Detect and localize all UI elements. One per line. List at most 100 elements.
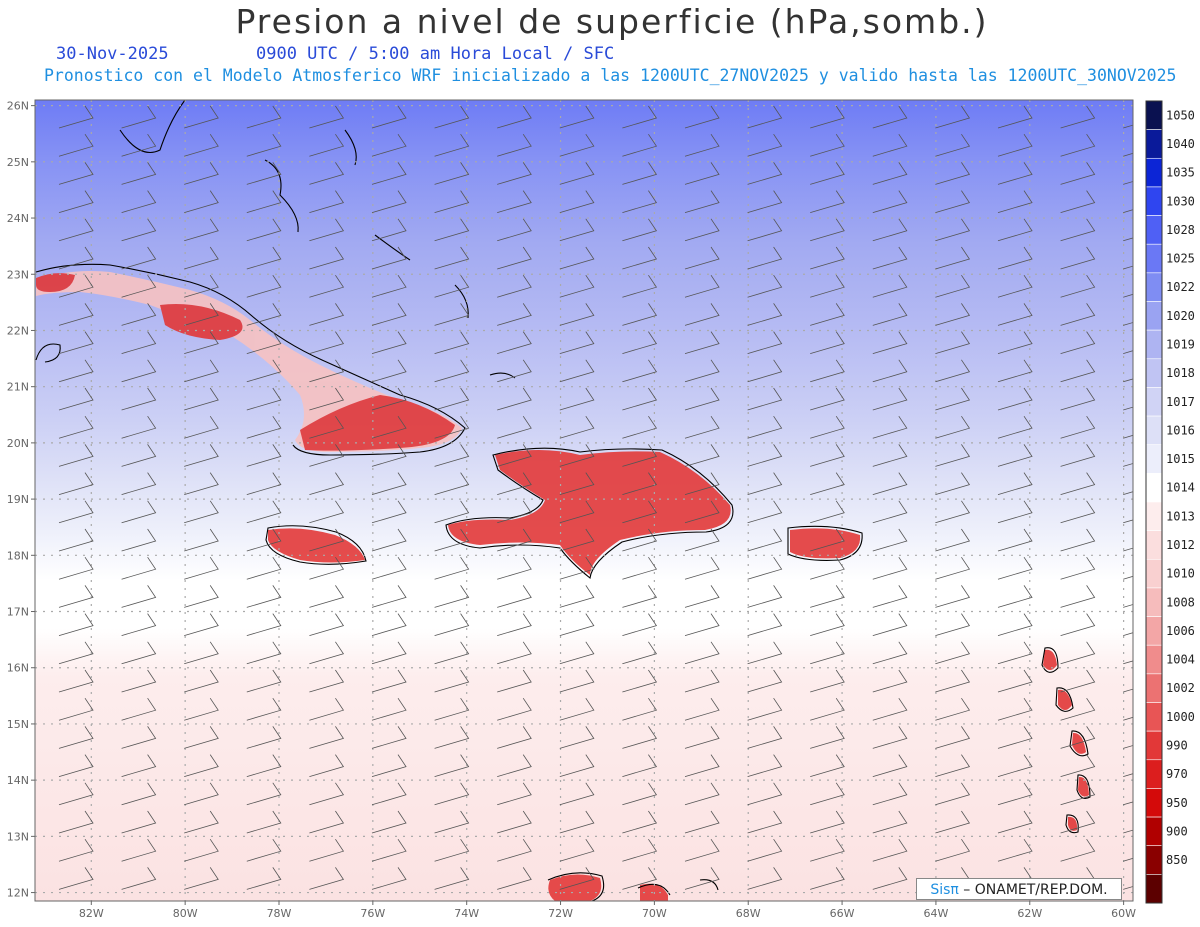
wind-barb bbox=[246, 387, 282, 411]
wind-barb bbox=[935, 556, 971, 580]
lat-tick-label: 16N bbox=[7, 662, 29, 675]
wind-barb bbox=[184, 613, 219, 636]
wind-barb bbox=[872, 472, 908, 495]
wind-barb bbox=[121, 331, 157, 354]
wind-barb bbox=[872, 331, 908, 354]
wind-barb bbox=[184, 867, 219, 890]
wind-barb bbox=[747, 556, 783, 580]
wind-barb bbox=[434, 810, 470, 834]
wind-barb bbox=[872, 754, 908, 777]
wind-barb bbox=[434, 331, 470, 354]
wind-barb bbox=[434, 754, 470, 777]
lon-tick-label: 70W bbox=[642, 907, 667, 920]
wind-barb bbox=[246, 303, 282, 326]
wind-barb bbox=[246, 246, 282, 270]
wind-barb bbox=[246, 641, 282, 665]
wind-barb bbox=[434, 162, 470, 185]
wind-barb bbox=[810, 613, 845, 636]
wind-barb bbox=[371, 585, 407, 608]
wind-barb bbox=[935, 105, 971, 129]
lat-tick-label: 12N bbox=[7, 887, 29, 900]
wind-barb bbox=[371, 528, 407, 552]
wind-barb bbox=[246, 867, 282, 890]
wind-barb bbox=[434, 387, 470, 411]
wind-barb bbox=[434, 472, 470, 495]
wind-barb bbox=[434, 303, 470, 326]
wind-barb bbox=[872, 810, 908, 834]
wind-barb bbox=[246, 697, 282, 721]
wind-barb bbox=[371, 867, 407, 890]
wind-barb bbox=[559, 669, 595, 693]
wind-barb bbox=[371, 387, 407, 411]
wind-barb bbox=[184, 585, 219, 608]
wind-barb bbox=[371, 500, 407, 524]
wind-barb bbox=[309, 162, 345, 185]
wind-barb bbox=[997, 500, 1033, 524]
wind-barb bbox=[684, 359, 720, 383]
wind-barb bbox=[497, 810, 532, 834]
wind-barb bbox=[997, 331, 1033, 354]
wind-barb bbox=[622, 528, 658, 552]
wind-barb bbox=[309, 359, 345, 383]
wind-barb bbox=[1060, 387, 1096, 411]
wind-barb bbox=[747, 444, 783, 467]
colorbar-label: 1006 bbox=[1166, 624, 1195, 638]
wind-barb bbox=[121, 782, 157, 806]
wind-barb bbox=[997, 274, 1033, 298]
wind-barb bbox=[371, 556, 407, 580]
wind-barb bbox=[497, 415, 532, 439]
wind-barb bbox=[872, 669, 908, 693]
wind-barb bbox=[184, 246, 219, 270]
lat-labels: 26N 25N 24N 23N 22N 21N 20N 19N 18N 17N 16N 15N 14N 1… bbox=[7, 100, 35, 900]
wind-barb bbox=[58, 133, 94, 157]
wind-barb bbox=[497, 838, 532, 862]
wind-barb bbox=[246, 472, 282, 495]
wind-barb bbox=[434, 528, 470, 552]
wind-barb bbox=[58, 162, 94, 185]
wind-barb bbox=[747, 726, 783, 749]
colorbar-label: 950 bbox=[1166, 796, 1188, 810]
wind-barb bbox=[371, 359, 407, 383]
wind-barb bbox=[121, 556, 157, 580]
colorbar: 1050 1040 1035 1030 1028 1025 1022 1020 1019 1018… bbox=[1145, 100, 1195, 904]
wind-barb bbox=[309, 415, 345, 439]
wind-barb bbox=[121, 274, 157, 298]
wind-barb bbox=[58, 641, 94, 665]
wind-barb bbox=[309, 472, 345, 495]
wind-barb bbox=[497, 726, 532, 749]
colorbar-swatch bbox=[1145, 816, 1163, 847]
wind-barb bbox=[872, 726, 908, 749]
colorbar-swatch bbox=[1145, 530, 1163, 560]
lat-tick-label: 19N bbox=[7, 493, 29, 506]
wind-barb bbox=[622, 726, 658, 749]
wind-barb bbox=[622, 472, 658, 495]
colorbar-frame bbox=[1145, 100, 1163, 904]
wind-barb bbox=[872, 274, 908, 298]
colorbar-label: 1050 bbox=[1166, 108, 1195, 122]
wind-barb bbox=[246, 782, 282, 806]
lon-tick-label: 60W bbox=[1111, 907, 1136, 920]
wind-barb bbox=[184, 782, 219, 806]
wind-barb bbox=[309, 556, 345, 580]
wind-barb bbox=[497, 331, 532, 354]
wind-barb bbox=[434, 444, 470, 467]
colorbar-label: 1002 bbox=[1166, 681, 1195, 695]
wind-barb bbox=[58, 810, 94, 834]
wind-barb bbox=[622, 246, 658, 270]
wind-barb bbox=[622, 331, 658, 354]
wind-barb bbox=[997, 754, 1033, 777]
wind-barb bbox=[121, 697, 157, 721]
wind-barb bbox=[747, 331, 783, 354]
wind-barb bbox=[559, 444, 595, 467]
wind-barb bbox=[935, 641, 971, 665]
wind-barb bbox=[371, 641, 407, 665]
lat-tick-label: 14N bbox=[7, 774, 29, 787]
wind-barb bbox=[121, 246, 157, 270]
wind-barb bbox=[872, 190, 908, 213]
wind-barb bbox=[810, 105, 845, 129]
wind-barb bbox=[747, 359, 783, 383]
colorbar-label: 1017 bbox=[1166, 395, 1195, 409]
colorbar-label: 1040 bbox=[1166, 137, 1195, 151]
wind-barb bbox=[497, 528, 532, 552]
